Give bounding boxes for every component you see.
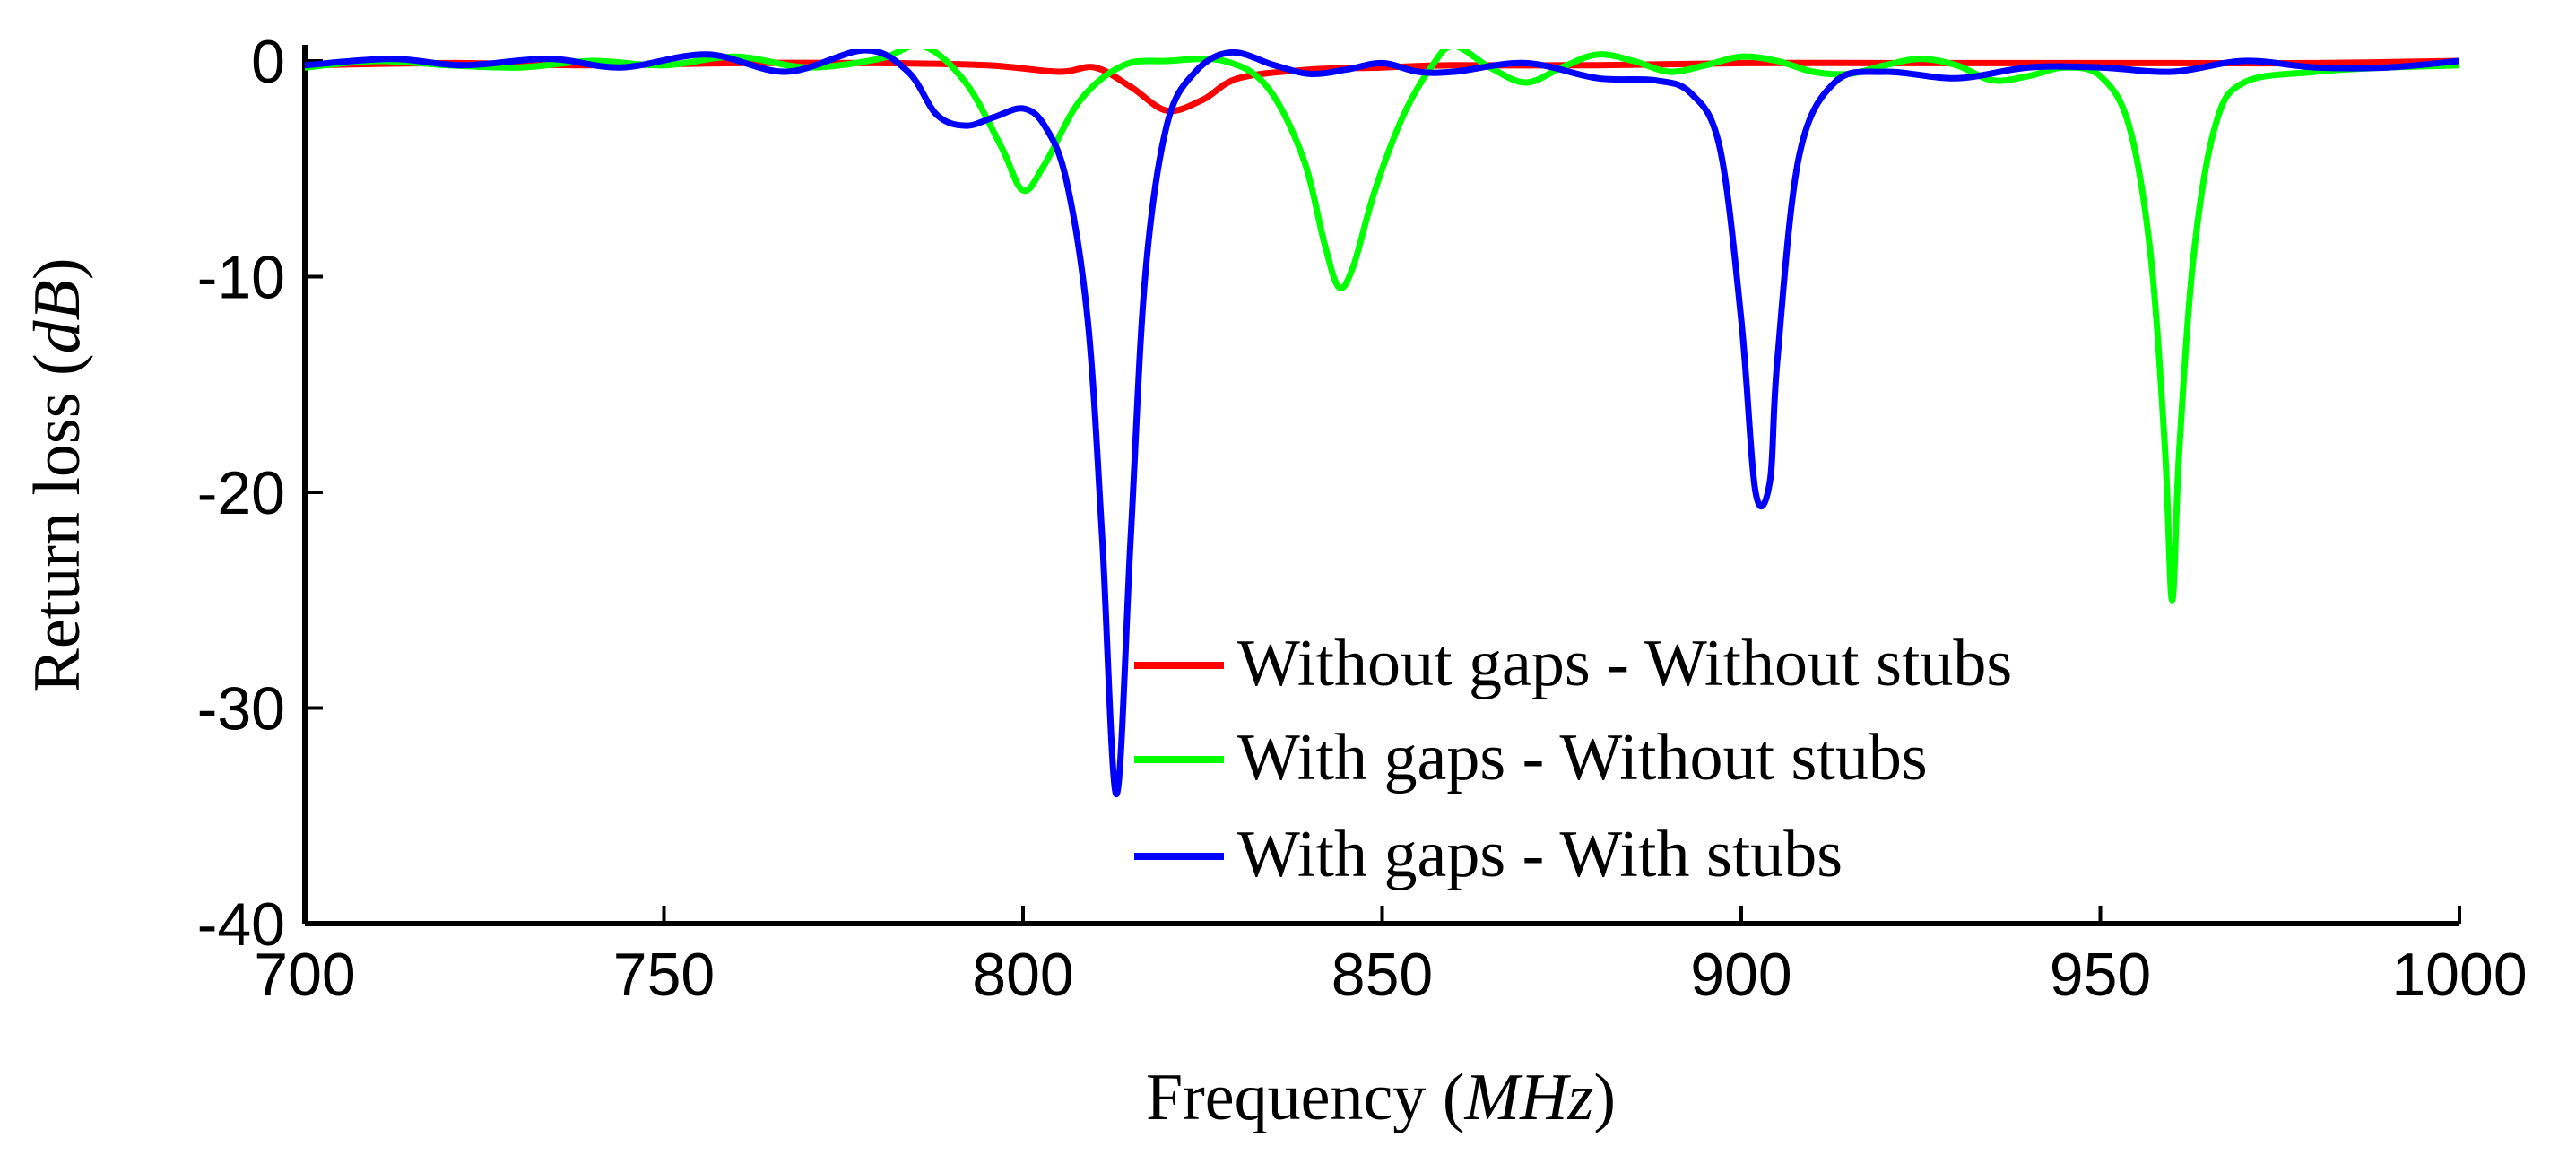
y-axis-title: Return loss (dB) [21, 257, 94, 692]
legend-label: With gaps - With stubs [1237, 818, 1843, 891]
axis-ticks [303, 59, 2461, 925]
x-tick-label: 850 [1331, 941, 1433, 1009]
y-tick-label: -40 [197, 890, 285, 959]
y-tick-label: -20 [197, 459, 285, 527]
y-axis-label: Return loss [21, 392, 94, 692]
series-blue-with-gaps-with-stubs [305, 49, 2459, 798]
legend: Without gaps - Without stubs With gaps -… [1134, 627, 2012, 891]
data-series [305, 49, 2459, 798]
x-axis-title: Frequency (MHz) [1146, 1061, 1616, 1134]
legend-entry: With gaps - With stubs [1134, 818, 1843, 891]
x-tick-label: 950 [2050, 941, 2151, 1009]
x-tick-label: 800 [972, 941, 1073, 1009]
legend-label: Without gaps - Without stubs [1237, 627, 2012, 700]
x-axis-label: Frequency [1146, 1061, 1426, 1134]
legend-label: With gaps - Without stubs [1237, 721, 1928, 795]
y-tick-label: -10 [197, 244, 285, 312]
y-tick-label: -30 [197, 675, 285, 743]
x-tick-label: 900 [1690, 941, 1791, 1009]
legend-entry: With gaps - Without stubs [1134, 721, 1928, 795]
y-tick-label: 0 [251, 28, 285, 96]
y-axis-unit: dB [21, 280, 94, 353]
x-tick-label: 750 [613, 941, 715, 1009]
legend-entry: Without gaps - Without stubs [1134, 627, 2012, 700]
x-tick-label: 700 [254, 941, 355, 1009]
series-green-with-gaps-without-stubs [305, 49, 2459, 604]
axis-tick-labels: 700 750 800 850 900 950 1000 0 -10 -20 -30 -40 [197, 28, 2528, 1009]
x-axis-unit: MHz [1463, 1061, 1593, 1134]
x-tick-label: 1000 [2391, 941, 2527, 1009]
